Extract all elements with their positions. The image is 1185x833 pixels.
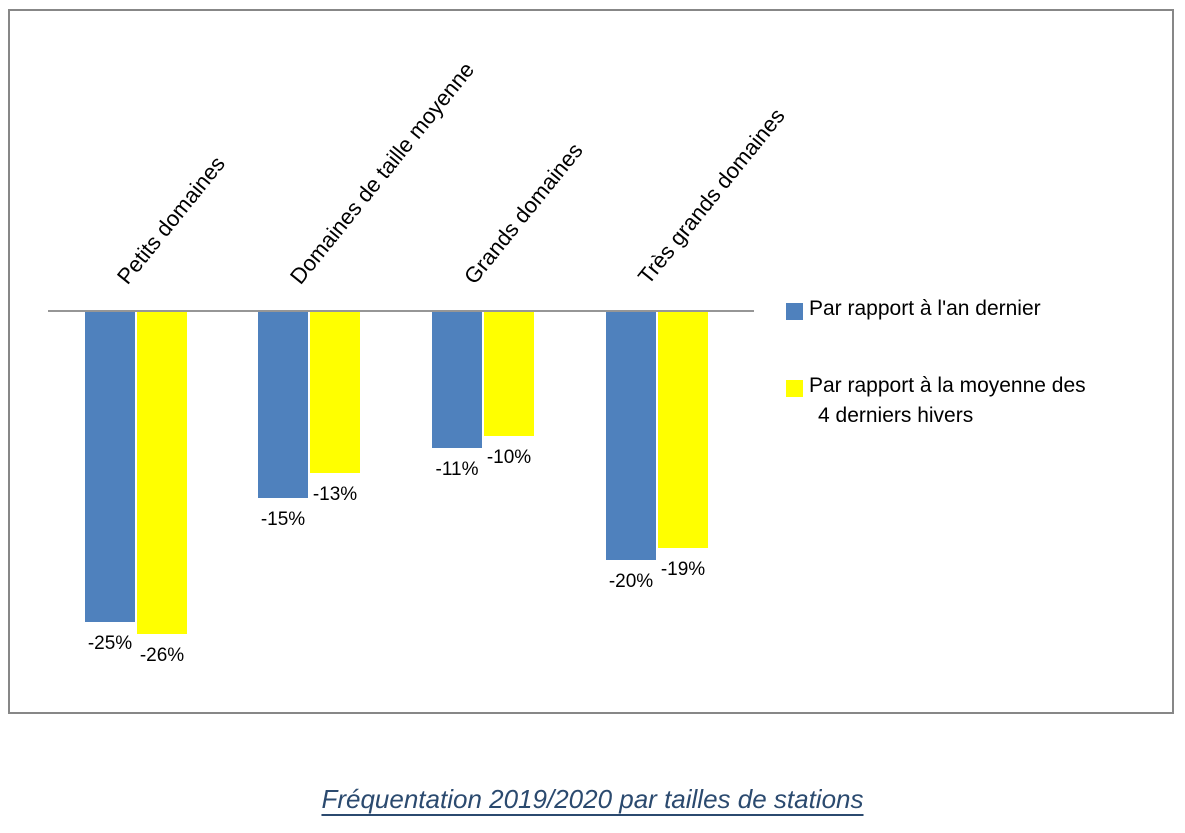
category-label-c3: Grands domaines	[459, 138, 588, 289]
bar-s1-c3	[432, 312, 482, 448]
legend-label-series2: Par rapport à la moyenne des 4 derniers …	[809, 371, 1086, 431]
bar-s1-c1	[85, 312, 135, 622]
legend-swatch-yellow-icon	[786, 380, 803, 397]
data-label-s1-c4: -20%	[608, 571, 654, 592]
data-label-s1-c2: -15%	[260, 509, 306, 530]
legend-label-series2-line2: 4 derniers hivers	[818, 404, 974, 427]
bar-s1-c4	[606, 312, 656, 560]
bar-s2-c2	[310, 312, 360, 473]
chart-frame: -25% -26% -15% -13% -11% -10% -20% -19% Petits …	[8, 9, 1174, 714]
bar-s2-c1	[137, 312, 187, 634]
chart-caption: Fréquentation 2019/2020 par tailles de s…	[321, 784, 864, 814]
category-label-c2: Domaines de taille moyenne	[285, 57, 480, 289]
data-label-s1-c1: -25%	[87, 633, 133, 654]
legend-swatch-blue-icon	[786, 303, 803, 320]
category-label-c4: Très grands domaines	[633, 103, 790, 289]
data-label-s2-c2: -13%	[312, 484, 358, 505]
bar-s2-c4	[658, 312, 708, 548]
data-label-s2-c4: -19%	[660, 559, 706, 580]
legend-label-series1: Par rapport à l'an dernier	[809, 297, 1041, 320]
data-label-s2-c3: -10%	[486, 447, 532, 468]
bar-s1-c2	[258, 312, 308, 498]
data-label-s2-c1: -26%	[139, 645, 185, 666]
data-label-s1-c3: -11%	[435, 459, 479, 480]
category-label-c1: Petits domaines	[112, 151, 230, 289]
bar-s2-c3	[484, 312, 534, 436]
legend-label-series2-line1: Par rapport à la moyenne des	[809, 374, 1086, 397]
x-axis-line	[48, 310, 754, 312]
